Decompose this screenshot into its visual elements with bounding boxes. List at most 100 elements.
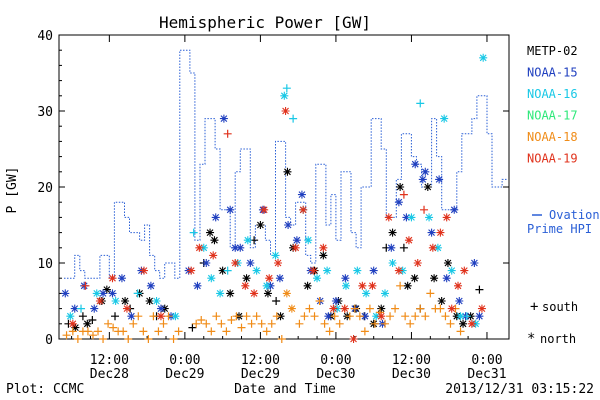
data-point-noaa-18-south: [436, 304, 445, 313]
data-point-noaa-18-south: [197, 316, 206, 324]
data-point-noaa-18-south: [426, 289, 435, 298]
data-point-noaa-16-north: [199, 243, 208, 252]
data-point-noaa-15-north: [455, 297, 464, 305]
legend-marker-south: + south: [530, 299, 578, 315]
data-point-metp-02-north: [121, 297, 130, 305]
data-point-noaa-15-north: [90, 304, 99, 313]
data-point-noaa-19-north: [477, 304, 486, 313]
data-point-noaa-15-north: [202, 259, 211, 267]
data-point-noaa-15-north: [70, 304, 79, 313]
data-point-noaa-18-south: [262, 327, 271, 336]
data-point-noaa-19-north: [377, 312, 386, 321]
data-point-metp-02-north: [242, 274, 251, 283]
data-point-noaa-18-south: [277, 335, 286, 343]
data-point-noaa-19-north: [209, 251, 218, 260]
data-point-noaa-18-south: [169, 335, 178, 343]
data-point-noaa-19-south: [81, 281, 90, 290]
x-tick-time-label: 0:00: [320, 353, 351, 368]
data-point-noaa-15-north: [246, 259, 255, 267]
data-point-noaa-16-south: [189, 228, 198, 237]
data-point-metp-02-south: [399, 243, 408, 252]
data-point-noaa-18-south: [247, 319, 256, 328]
data-point-noaa-15-north: [369, 266, 378, 275]
data-point-noaa-16-north: [243, 236, 252, 245]
legend-model: Ovation Prime HPI: [527, 208, 600, 236]
data-point-noaa-15-north: [236, 243, 245, 252]
data-point-metp-02-north: [443, 259, 452, 267]
data-point-noaa-19-north: [231, 259, 240, 267]
data-point-noaa-19-north: [108, 274, 117, 283]
data-point-noaa-18-south: [386, 312, 395, 321]
legend: METP-02 NOAA-15 NOAA-16 NOAA-17 NOAA-18 NOAA-…: [527, 44, 600, 347]
legend-marker-south-label: south: [542, 300, 578, 314]
data-point-noaa-16-south: [462, 312, 471, 321]
data-point-noaa-19-north: [454, 281, 463, 290]
data-point-noaa-15-north: [324, 312, 333, 321]
data-point-noaa-15-north: [387, 243, 396, 252]
data-point-noaa-15-north: [341, 274, 350, 283]
x-axis-ticks: 12:00Dec280:00Dec2912:00Dec290:00Dec3012…: [71, 35, 507, 382]
x-tick-date-label: Dec30: [316, 367, 355, 382]
data-point-noaa-18-south: [222, 327, 231, 336]
data-point-noaa-16-north: [381, 289, 390, 298]
data-point-noaa-15-north: [219, 114, 228, 123]
data-point-noaa-15-north: [418, 175, 427, 184]
data-point-noaa-16-south: [416, 99, 425, 108]
data-point-noaa-15-north: [275, 274, 284, 283]
data-point-noaa-19-north: [241, 281, 250, 290]
data-point-noaa-18-south: [144, 335, 153, 343]
data-point-noaa-19-north: [329, 304, 338, 313]
y-tick-label: 0: [45, 333, 53, 348]
x-tick-date-label: Dec31: [467, 367, 506, 382]
data-point-noaa-16-north: [92, 289, 101, 298]
y-axis-ticks: 0 10 20 30 40: [37, 29, 509, 348]
satellite-points-layer: [61, 53, 488, 343]
data-point-noaa-18-south: [83, 327, 92, 336]
data-point-noaa-18-south: [149, 312, 158, 321]
data-point-noaa-15-north: [61, 289, 70, 298]
data-point-noaa-19-north: [319, 243, 328, 252]
data-point-noaa-15-north: [108, 289, 117, 298]
data-point-noaa-18-south: [396, 281, 405, 290]
data-point-noaa-16-north: [479, 53, 488, 62]
data-point-noaa-19-north: [436, 228, 445, 237]
data-point-noaa-19-north: [428, 243, 437, 252]
data-point-metp-02-north: [430, 274, 439, 283]
data-point-metp-02-north: [303, 281, 312, 290]
data-point-metp-02-north: [145, 297, 154, 305]
data-point-metp-02-north: [83, 319, 92, 328]
data-point-noaa-18-south: [99, 335, 108, 343]
legend-entry-noaa-16: NOAA-16: [527, 87, 578, 101]
legend-entry-metp-02: METP-02: [527, 44, 578, 58]
data-point-noaa-19-north: [250, 289, 259, 298]
data-point-noaa-18-south: [315, 297, 324, 305]
data-point-metp-02-north: [263, 289, 272, 298]
data-point-noaa-18-south: [370, 319, 379, 328]
data-point-metp-02-north: [396, 183, 405, 191]
data-point-noaa-18-south: [320, 319, 329, 328]
data-point-noaa-18-south: [88, 331, 97, 340]
data-point-noaa-16-north: [323, 266, 332, 275]
data-point-noaa-18-south: [227, 316, 236, 324]
data-point-noaa-18-south: [257, 319, 266, 328]
data-point-noaa-19-north: [447, 304, 456, 313]
data-point-noaa-18-south: [446, 319, 455, 328]
data-point-noaa-15-north: [146, 281, 155, 290]
legend-entry-noaa-19: NOAA-19: [527, 152, 578, 166]
legend-entry-noaa-17: NOAA-17: [527, 109, 578, 123]
data-point-noaa-18-south: [300, 312, 309, 321]
data-point-noaa-19-north: [467, 319, 476, 328]
data-point-noaa-18-south: [421, 312, 430, 321]
data-point-noaa-19-south: [420, 205, 429, 214]
data-point-metp-02-north: [256, 221, 265, 229]
data-point-noaa-16-north: [152, 297, 161, 305]
data-point-noaa-19-north: [368, 281, 377, 290]
data-point-noaa-16-north: [425, 213, 434, 222]
data-point-noaa-18-south: [272, 312, 281, 321]
data-point-metp-02-north: [71, 323, 80, 332]
data-point-metp-02-north: [403, 281, 412, 290]
data-point-noaa-15-north: [442, 274, 451, 283]
data-point-metp-02-south: [111, 312, 120, 321]
data-point-noaa-16-north: [262, 281, 271, 290]
